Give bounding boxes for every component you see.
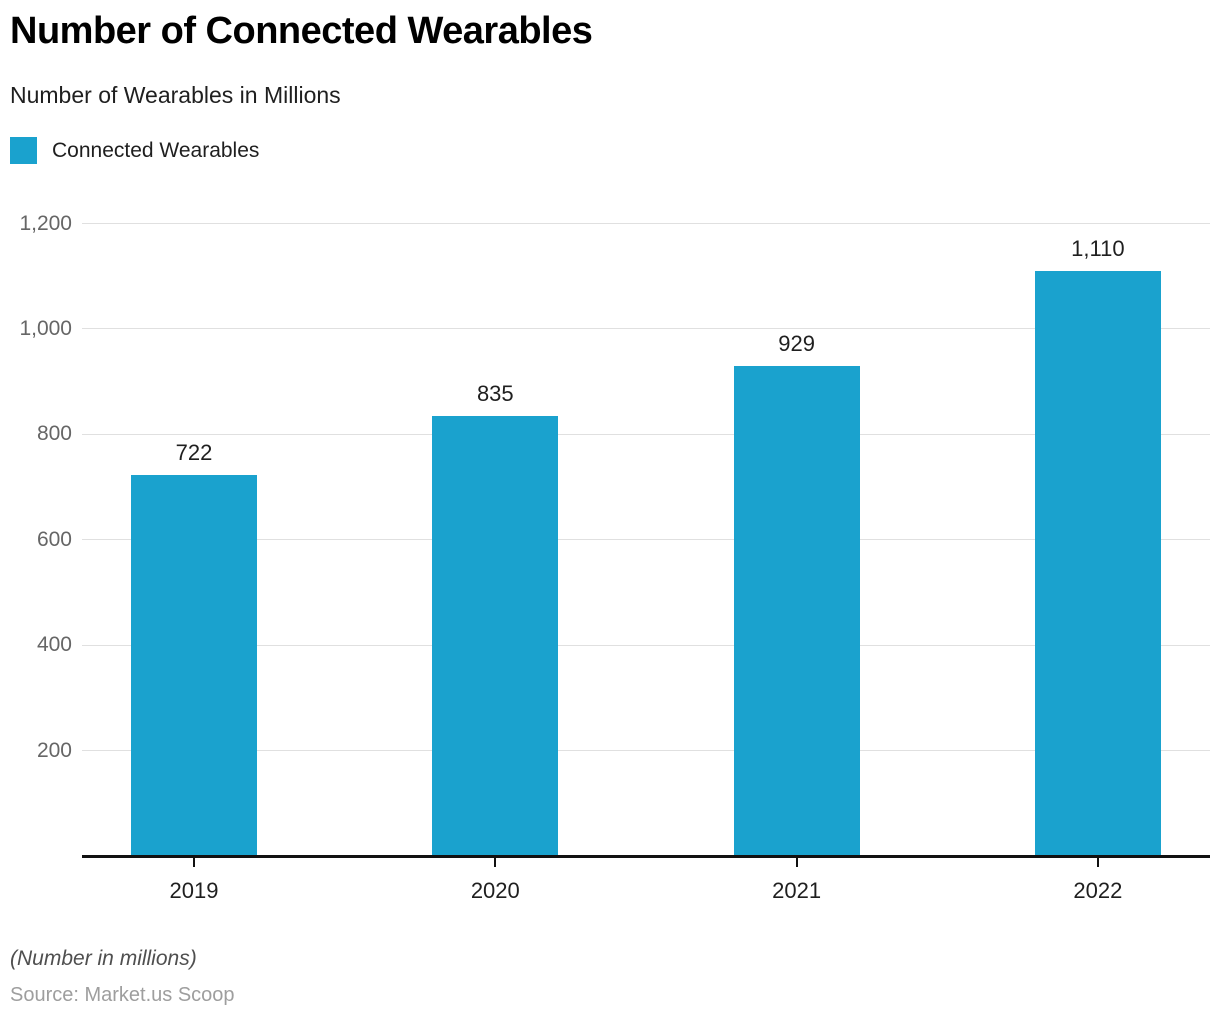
bar-value-label-2019: 722 <box>175 440 213 466</box>
ytick-label-400: 400 <box>36 633 72 657</box>
bar-2022 <box>1034 270 1161 856</box>
ytick-label-1200: 1,200 <box>19 211 72 235</box>
xtick-mark-2019 <box>193 858 195 867</box>
ytick-label-600: 600 <box>36 527 72 551</box>
gridline-y-1000 <box>82 328 1210 330</box>
gridline-y-600 <box>82 539 1210 541</box>
xtick-label-2019: 2019 <box>169 878 219 903</box>
xtick-label-2022: 2022 <box>1073 878 1123 903</box>
xtick-mark-2021 <box>795 858 798 867</box>
xtick-mark-2022 <box>1096 858 1099 867</box>
bar-2019 <box>131 475 257 856</box>
gridline-y-200 <box>82 750 1210 752</box>
bar-value-label-2020: 835 <box>476 380 514 406</box>
legend-swatch-icon <box>10 137 37 164</box>
ytick-label-800: 800 <box>36 422 72 446</box>
bar-2020 <box>432 415 559 856</box>
gridline-y-400 <box>82 644 1210 646</box>
x-axis-line <box>82 855 1210 858</box>
gridline-y-1200 <box>82 223 1210 224</box>
gridline-y-800 <box>82 433 1210 435</box>
chart-subtitle: Number of Wearables in Millions <box>10 82 341 108</box>
ytick-label-1000: 1,000 <box>19 316 72 340</box>
xtick-mark-2020 <box>494 858 497 867</box>
source-note: Source: Market.us Scoop <box>10 984 235 1006</box>
bar-value-label-2021: 929 <box>778 331 815 357</box>
xtick-label-2021: 2021 <box>772 878 822 903</box>
legend-label: Connected Wearables <box>52 138 260 162</box>
bar-2021 <box>733 366 860 856</box>
legend: Connected Wearables <box>10 137 259 164</box>
ytick-label-200: 200 <box>36 738 72 762</box>
units-note: (Number in millions) <box>10 947 197 970</box>
chart-title: Number of Connected Wearables <box>10 10 593 52</box>
bar-value-label-2022: 1,110 <box>1071 235 1125 261</box>
xtick-label-2020: 2020 <box>470 878 520 903</box>
